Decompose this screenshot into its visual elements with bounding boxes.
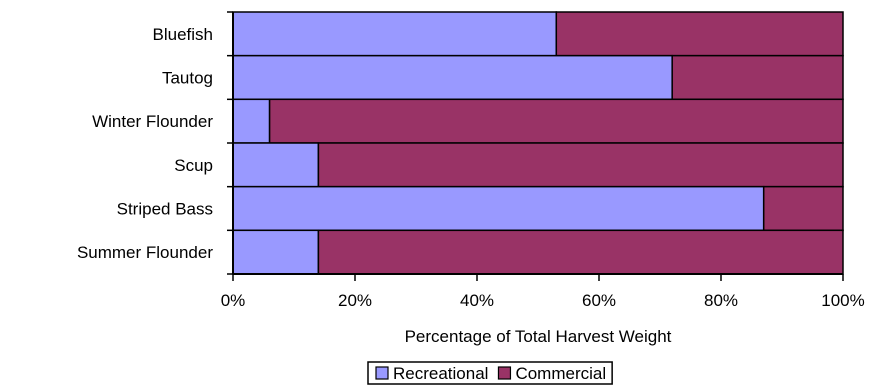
bar-commercial-striped-bass [762, 185, 844, 232]
x-tick-label: 20% [338, 291, 372, 310]
bar-commercial-winter-flounder [268, 98, 844, 144]
category-label: Striped Bass [117, 200, 213, 219]
bar-recreational-scup [232, 142, 320, 188]
bar-commercial-scup [317, 142, 844, 188]
x-tick-label: 0% [221, 291, 246, 310]
x-tick-label: 60% [582, 291, 616, 310]
bar-recreational-striped-bass [232, 185, 765, 232]
legend-box [367, 361, 613, 385]
legend-label-commercial: Commercial [515, 364, 606, 383]
category-label: Summer Flounder [77, 243, 213, 262]
legend: Recreational Commercial [367, 361, 613, 385]
category-label: Bluefish [153, 25, 213, 44]
bar-recreational-winter-flounder [232, 98, 271, 144]
bar-commercial-bluefish [555, 11, 844, 57]
x-tick-label: 80% [704, 291, 738, 310]
legend-label-recreational: Recreational [393, 364, 488, 383]
bars-group [232, 11, 844, 275]
category-label: Winter Flounder [92, 112, 213, 131]
legend-swatch-recreational [375, 366, 389, 380]
category-label: Scup [174, 156, 213, 175]
bar-commercial-tautog [671, 54, 844, 101]
legend-swatch-commercial [497, 366, 512, 380]
bar-commercial-summer-flounder [317, 229, 844, 275]
bar-recreational-tautog [232, 54, 673, 101]
x-tick-label: 40% [460, 291, 494, 310]
bar-recreational-bluefish [232, 11, 558, 57]
category-labels: Bluefish Tautog Winter Flounder Scup Striped… [77, 11, 233, 275]
bar-recreational-summer-flounder [232, 229, 320, 275]
x-axis-title: Percentage of Total Harvest Weight [405, 327, 672, 346]
x-ticks: 0% 20% 40% 60% 80% 100% [221, 274, 865, 310]
category-label: Tautog [162, 69, 213, 88]
x-tick-label: 100% [821, 291, 864, 310]
